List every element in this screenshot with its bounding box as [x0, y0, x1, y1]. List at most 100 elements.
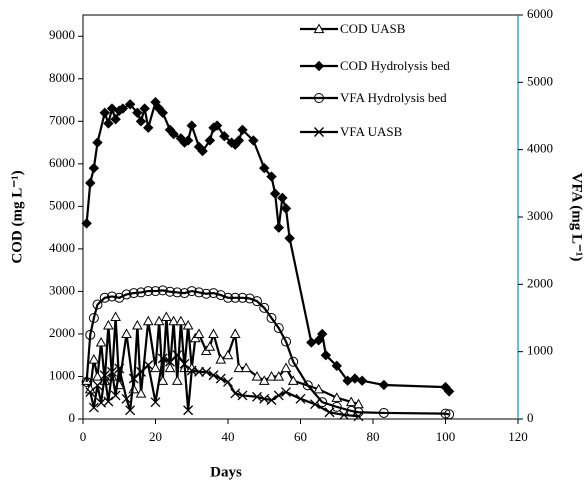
- marker: [201, 366, 212, 377]
- marker: [331, 392, 343, 402]
- marker: [320, 350, 332, 361]
- marker: [143, 360, 154, 371]
- marker: [103, 118, 114, 129]
- marker: [150, 362, 161, 373]
- marker: [237, 390, 248, 401]
- marker: [99, 370, 110, 381]
- marker: [443, 386, 455, 397]
- marker: [331, 360, 342, 372]
- marker: [88, 313, 99, 323]
- marker: [204, 341, 216, 351]
- marker: [229, 328, 241, 339]
- marker: [157, 375, 169, 385]
- marker: [107, 366, 117, 377]
- marker: [92, 137, 103, 148]
- marker: [281, 336, 291, 347]
- marker: [252, 296, 262, 307]
- marker: [125, 405, 136, 416]
- marker: [172, 287, 183, 298]
- marker: [244, 293, 255, 304]
- y-tick-label: 1000: [49, 367, 75, 382]
- y-tick-label: 4000: [49, 240, 75, 255]
- marker: [284, 233, 295, 244]
- marker: [132, 319, 143, 330]
- y2-axis-label: VFA (mg L⁻¹): [569, 173, 585, 262]
- marker: [259, 302, 270, 313]
- marker: [353, 411, 364, 422]
- marker: [165, 286, 175, 297]
- marker: [175, 315, 187, 326]
- marker: [132, 107, 143, 119]
- marker: [339, 410, 349, 420]
- marker: [161, 311, 172, 322]
- marker: [110, 390, 121, 401]
- marker: [157, 107, 168, 119]
- marker: [248, 135, 259, 146]
- marker: [230, 388, 241, 399]
- plot-frame: [82, 14, 519, 420]
- marker: [230, 292, 241, 303]
- legend-label: VFA UASB: [340, 124, 403, 139]
- x-tick-label: 60: [294, 429, 307, 444]
- marker: [150, 397, 161, 408]
- marker: [273, 323, 284, 334]
- marker: [197, 145, 208, 157]
- marker: [223, 377, 233, 387]
- marker: [157, 285, 168, 296]
- marker: [121, 289, 132, 300]
- marker: [219, 130, 230, 142]
- y-tick-label: 3000: [49, 282, 75, 297]
- marker: [182, 319, 194, 330]
- marker: [88, 402, 99, 413]
- series-line: [85, 289, 450, 416]
- marker: [164, 362, 176, 373]
- marker: [378, 379, 390, 391]
- marker: [269, 188, 281, 199]
- marker: [356, 375, 368, 386]
- marker: [444, 409, 455, 420]
- marker: [107, 291, 117, 302]
- marker: [215, 290, 226, 301]
- marker: [215, 373, 226, 384]
- marker: [324, 407, 335, 418]
- marker: [208, 328, 219, 339]
- marker: [208, 288, 219, 299]
- y2-tick-label: 6000: [527, 6, 553, 21]
- marker: [92, 299, 103, 310]
- legend-marker: [314, 127, 324, 137]
- marker: [135, 387, 147, 398]
- marker: [287, 375, 299, 385]
- marker: [277, 192, 288, 204]
- y-tick-label: 7000: [49, 112, 75, 127]
- marker: [81, 218, 92, 229]
- marker: [233, 362, 245, 373]
- marker: [121, 393, 132, 404]
- marker: [194, 366, 204, 377]
- x-tick-label: 40: [222, 429, 235, 444]
- y-tick-label: 0: [69, 410, 76, 425]
- y2-tick-label: 2000: [527, 275, 553, 290]
- x-tick-label: 80: [367, 429, 380, 444]
- y-tick-label: 9000: [49, 27, 75, 42]
- marker: [186, 286, 197, 297]
- marker: [288, 356, 299, 367]
- marker: [186, 120, 197, 131]
- marker: [273, 370, 285, 381]
- marker: [103, 319, 114, 330]
- y-tick-label: 2000: [49, 325, 75, 340]
- legend-label: COD Hydrolysis bed: [340, 58, 450, 73]
- marker: [168, 315, 179, 326]
- y-axis-label: COD (mg L⁻¹): [9, 170, 25, 263]
- y2-tick-label: 1000: [527, 343, 553, 358]
- marker: [136, 287, 146, 298]
- marker: [259, 162, 270, 174]
- marker: [114, 363, 125, 374]
- y2-tick-label: 4000: [527, 141, 553, 156]
- marker: [313, 335, 324, 346]
- marker: [211, 120, 223, 131]
- marker: [168, 128, 179, 140]
- marker: [110, 113, 121, 125]
- legend-marker: [313, 23, 325, 34]
- marker: [172, 350, 183, 360]
